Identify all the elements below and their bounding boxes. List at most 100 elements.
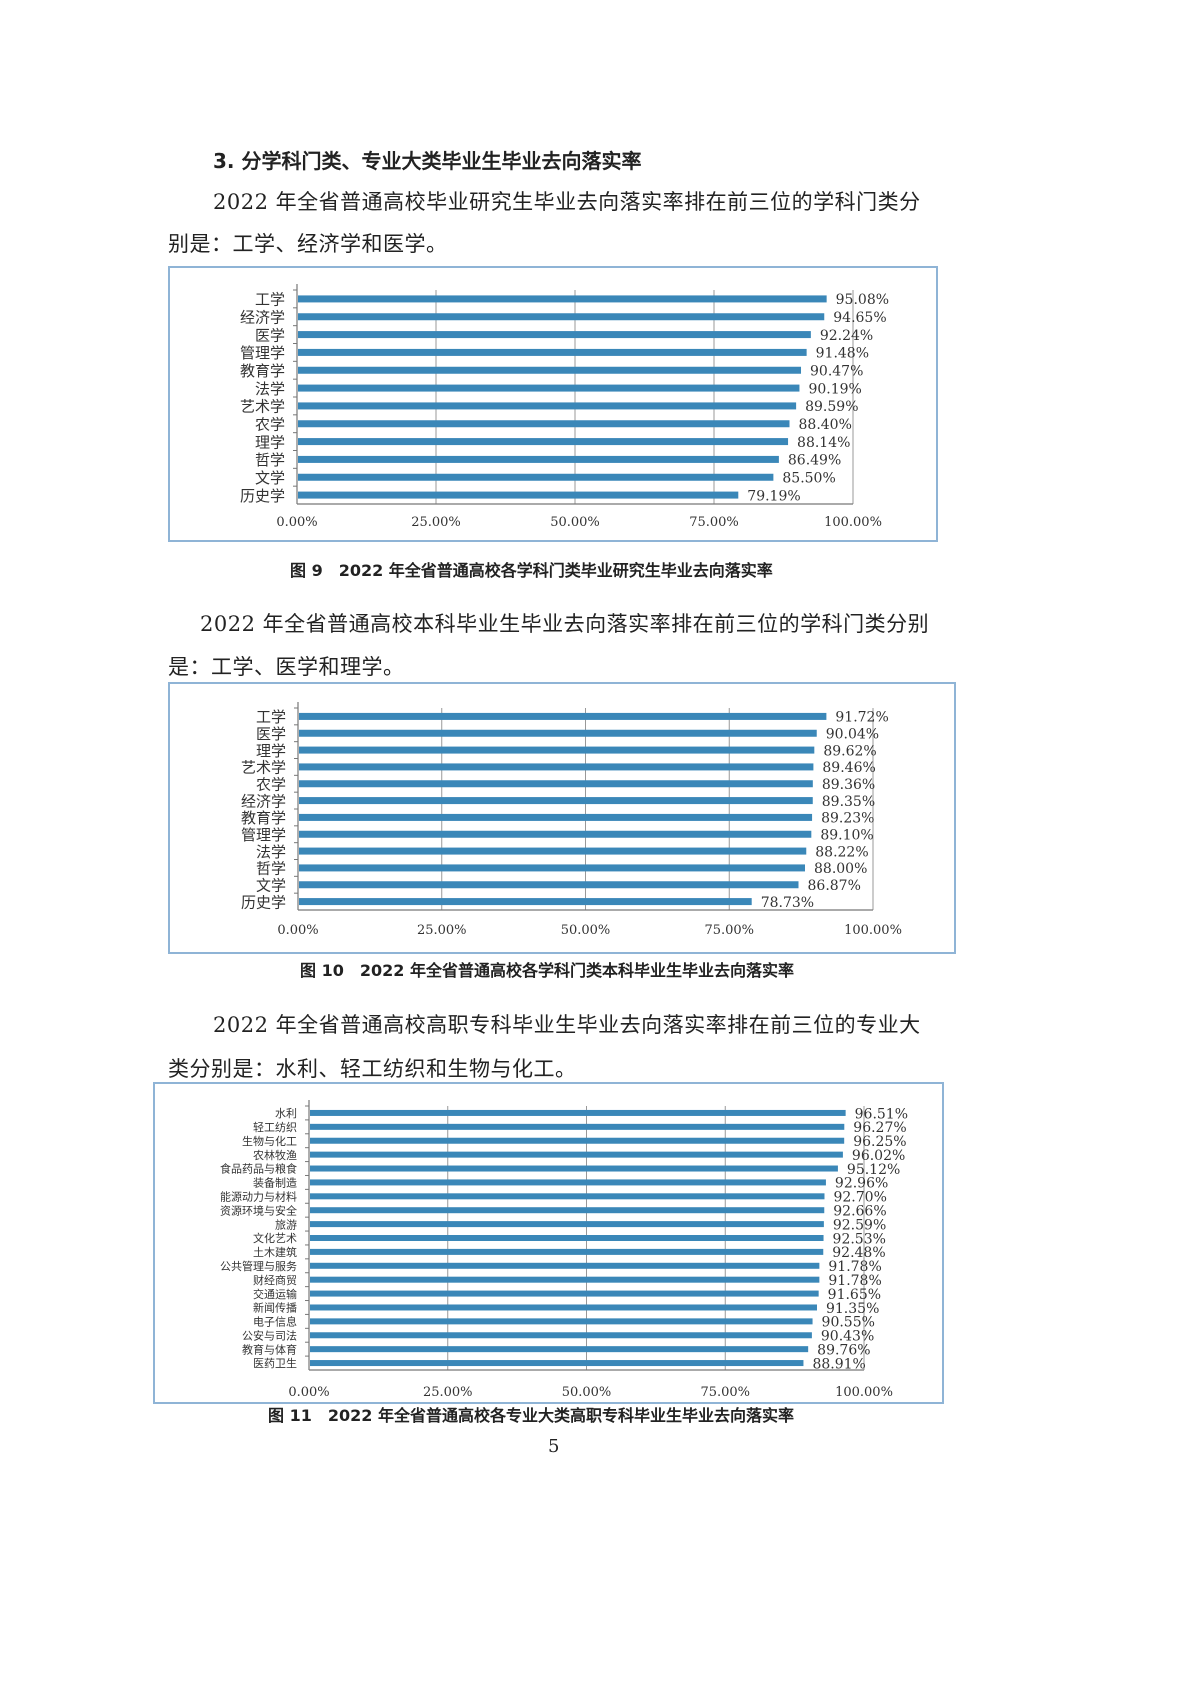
value-label: 89.76% xyxy=(817,1342,870,1358)
value-label: 88.22% xyxy=(815,844,868,860)
category-label: 农林牧渔 xyxy=(253,1148,297,1162)
category-label: 交通运输 xyxy=(253,1287,297,1301)
bar xyxy=(298,313,825,321)
category-label: 资源环境与安全 xyxy=(220,1203,297,1217)
page-number: 5 xyxy=(548,1436,560,1457)
category-label: 文化艺术 xyxy=(253,1231,297,1245)
value-label: 91.48% xyxy=(816,346,869,362)
bar xyxy=(298,295,827,303)
chart-10: 0.00% 25.00% 50.00% 75.00% 100.00% 工学 91.72% 医学… xyxy=(241,702,902,938)
bar xyxy=(310,1318,813,1325)
value-label: 78.73% xyxy=(761,895,814,911)
value-label: 92.66% xyxy=(833,1204,886,1220)
category-label: 医学 xyxy=(256,725,286,743)
bar xyxy=(310,1332,812,1339)
category-label: 公安与司法 xyxy=(242,1328,297,1342)
value-label: 89.35% xyxy=(822,794,875,810)
value-label: 92.70% xyxy=(833,1190,886,1206)
x-tick-label: 75.00% xyxy=(704,923,754,938)
bar xyxy=(310,1248,824,1255)
bar xyxy=(298,331,811,339)
paragraph-1-line-1: 2022 年全省普通高校毕业研究生毕业去向落实率排在前三位的学科门类分 xyxy=(213,190,921,214)
value-label: 92.24% xyxy=(820,328,873,344)
value-label: 88.91% xyxy=(812,1356,865,1372)
bar xyxy=(299,712,827,720)
category-label: 经济学 xyxy=(241,792,286,810)
value-label: 89.62% xyxy=(823,743,876,759)
x-tick-label: 100.00% xyxy=(824,515,882,530)
bar xyxy=(310,1290,819,1297)
value-label: 90.47% xyxy=(810,364,863,380)
category-label: 哲学 xyxy=(256,860,286,878)
category-label: 农学 xyxy=(255,415,285,433)
category-label: 历史学 xyxy=(241,893,286,911)
value-label: 92.59% xyxy=(833,1217,886,1233)
bar xyxy=(298,455,779,463)
bar xyxy=(299,898,752,906)
value-label: 90.19% xyxy=(808,381,861,397)
value-label: 88.00% xyxy=(814,861,867,877)
bar xyxy=(298,402,797,410)
bar xyxy=(310,1304,817,1311)
category-label: 公共管理与服务 xyxy=(220,1259,297,1273)
value-label: 86.87% xyxy=(808,878,861,894)
value-label: 89.59% xyxy=(805,399,858,415)
value-label: 90.04% xyxy=(826,727,879,743)
category-label: 工学 xyxy=(255,291,285,309)
category-label: 生物与化工 xyxy=(242,1134,297,1148)
x-tick-label: 100.00% xyxy=(835,1385,893,1400)
value-label: 88.14% xyxy=(797,435,850,451)
category-label: 食品药品与粮食 xyxy=(220,1162,297,1176)
bar xyxy=(310,1109,846,1116)
value-label: 86.49% xyxy=(788,453,841,469)
category-label: 医药卫生 xyxy=(253,1356,297,1370)
bar xyxy=(299,813,813,821)
bar xyxy=(299,864,805,872)
category-label: 教育学 xyxy=(240,362,285,380)
category-label: 历史学 xyxy=(240,487,285,505)
value-label: 95.08% xyxy=(836,292,889,308)
category-label: 法学 xyxy=(256,843,286,861)
category-label: 哲学 xyxy=(255,451,285,469)
bar xyxy=(298,438,789,446)
paragraph-2-line-2: 是：工学、医学和理学。 xyxy=(168,655,405,679)
category-label: 工学 xyxy=(256,708,286,726)
x-tick-label: 50.00% xyxy=(561,923,611,938)
value-label: 96.02% xyxy=(852,1148,905,1164)
category-label: 经济学 xyxy=(240,308,285,326)
category-label: 能源动力与材料 xyxy=(220,1189,297,1203)
value-label: 79.19% xyxy=(747,488,800,504)
category-label: 土木建筑 xyxy=(253,1245,297,1259)
section-heading: 3. 分学科门类、专业大类毕业生毕业去向落实率 xyxy=(213,149,642,173)
value-label: 96.51% xyxy=(855,1106,908,1122)
bar xyxy=(299,746,815,754)
category-label: 轻工纺织 xyxy=(253,1120,297,1134)
value-label: 92.96% xyxy=(835,1176,888,1192)
value-label: 92.48% xyxy=(832,1245,885,1261)
category-label: 管理学 xyxy=(240,344,285,362)
category-label: 法学 xyxy=(255,380,285,398)
category-label: 医学 xyxy=(255,326,285,344)
category-label: 教育学 xyxy=(241,809,286,827)
category-label: 理学 xyxy=(256,742,286,760)
bar xyxy=(310,1262,820,1269)
x-tick-label: 50.00% xyxy=(562,1385,612,1400)
value-label: 90.43% xyxy=(821,1329,874,1345)
value-label: 89.46% xyxy=(822,760,875,776)
bar xyxy=(298,491,739,499)
x-tick-label: 25.00% xyxy=(417,923,467,938)
value-label: 94.65% xyxy=(833,310,886,326)
bar xyxy=(299,830,812,838)
x-tick-label: 50.00% xyxy=(550,515,600,530)
value-label: 95.12% xyxy=(847,1162,900,1178)
bar xyxy=(298,473,774,481)
caption-figure-9: 图 9 2022 年全省普通高校各学科门类毕业研究生毕业去向落实率 xyxy=(290,561,773,580)
caption-figure-11: 图 11 2022 年全省普通高校各专业大类高职专科毕业生毕业去向落实率 xyxy=(268,1406,794,1425)
category-label: 教育与体育 xyxy=(242,1342,297,1356)
bar xyxy=(299,847,807,855)
bar xyxy=(310,1165,838,1172)
category-label: 新闻传播 xyxy=(253,1301,297,1315)
value-label: 91.35% xyxy=(826,1301,879,1317)
bar xyxy=(299,763,814,771)
category-label: 电子信息 xyxy=(253,1315,297,1329)
